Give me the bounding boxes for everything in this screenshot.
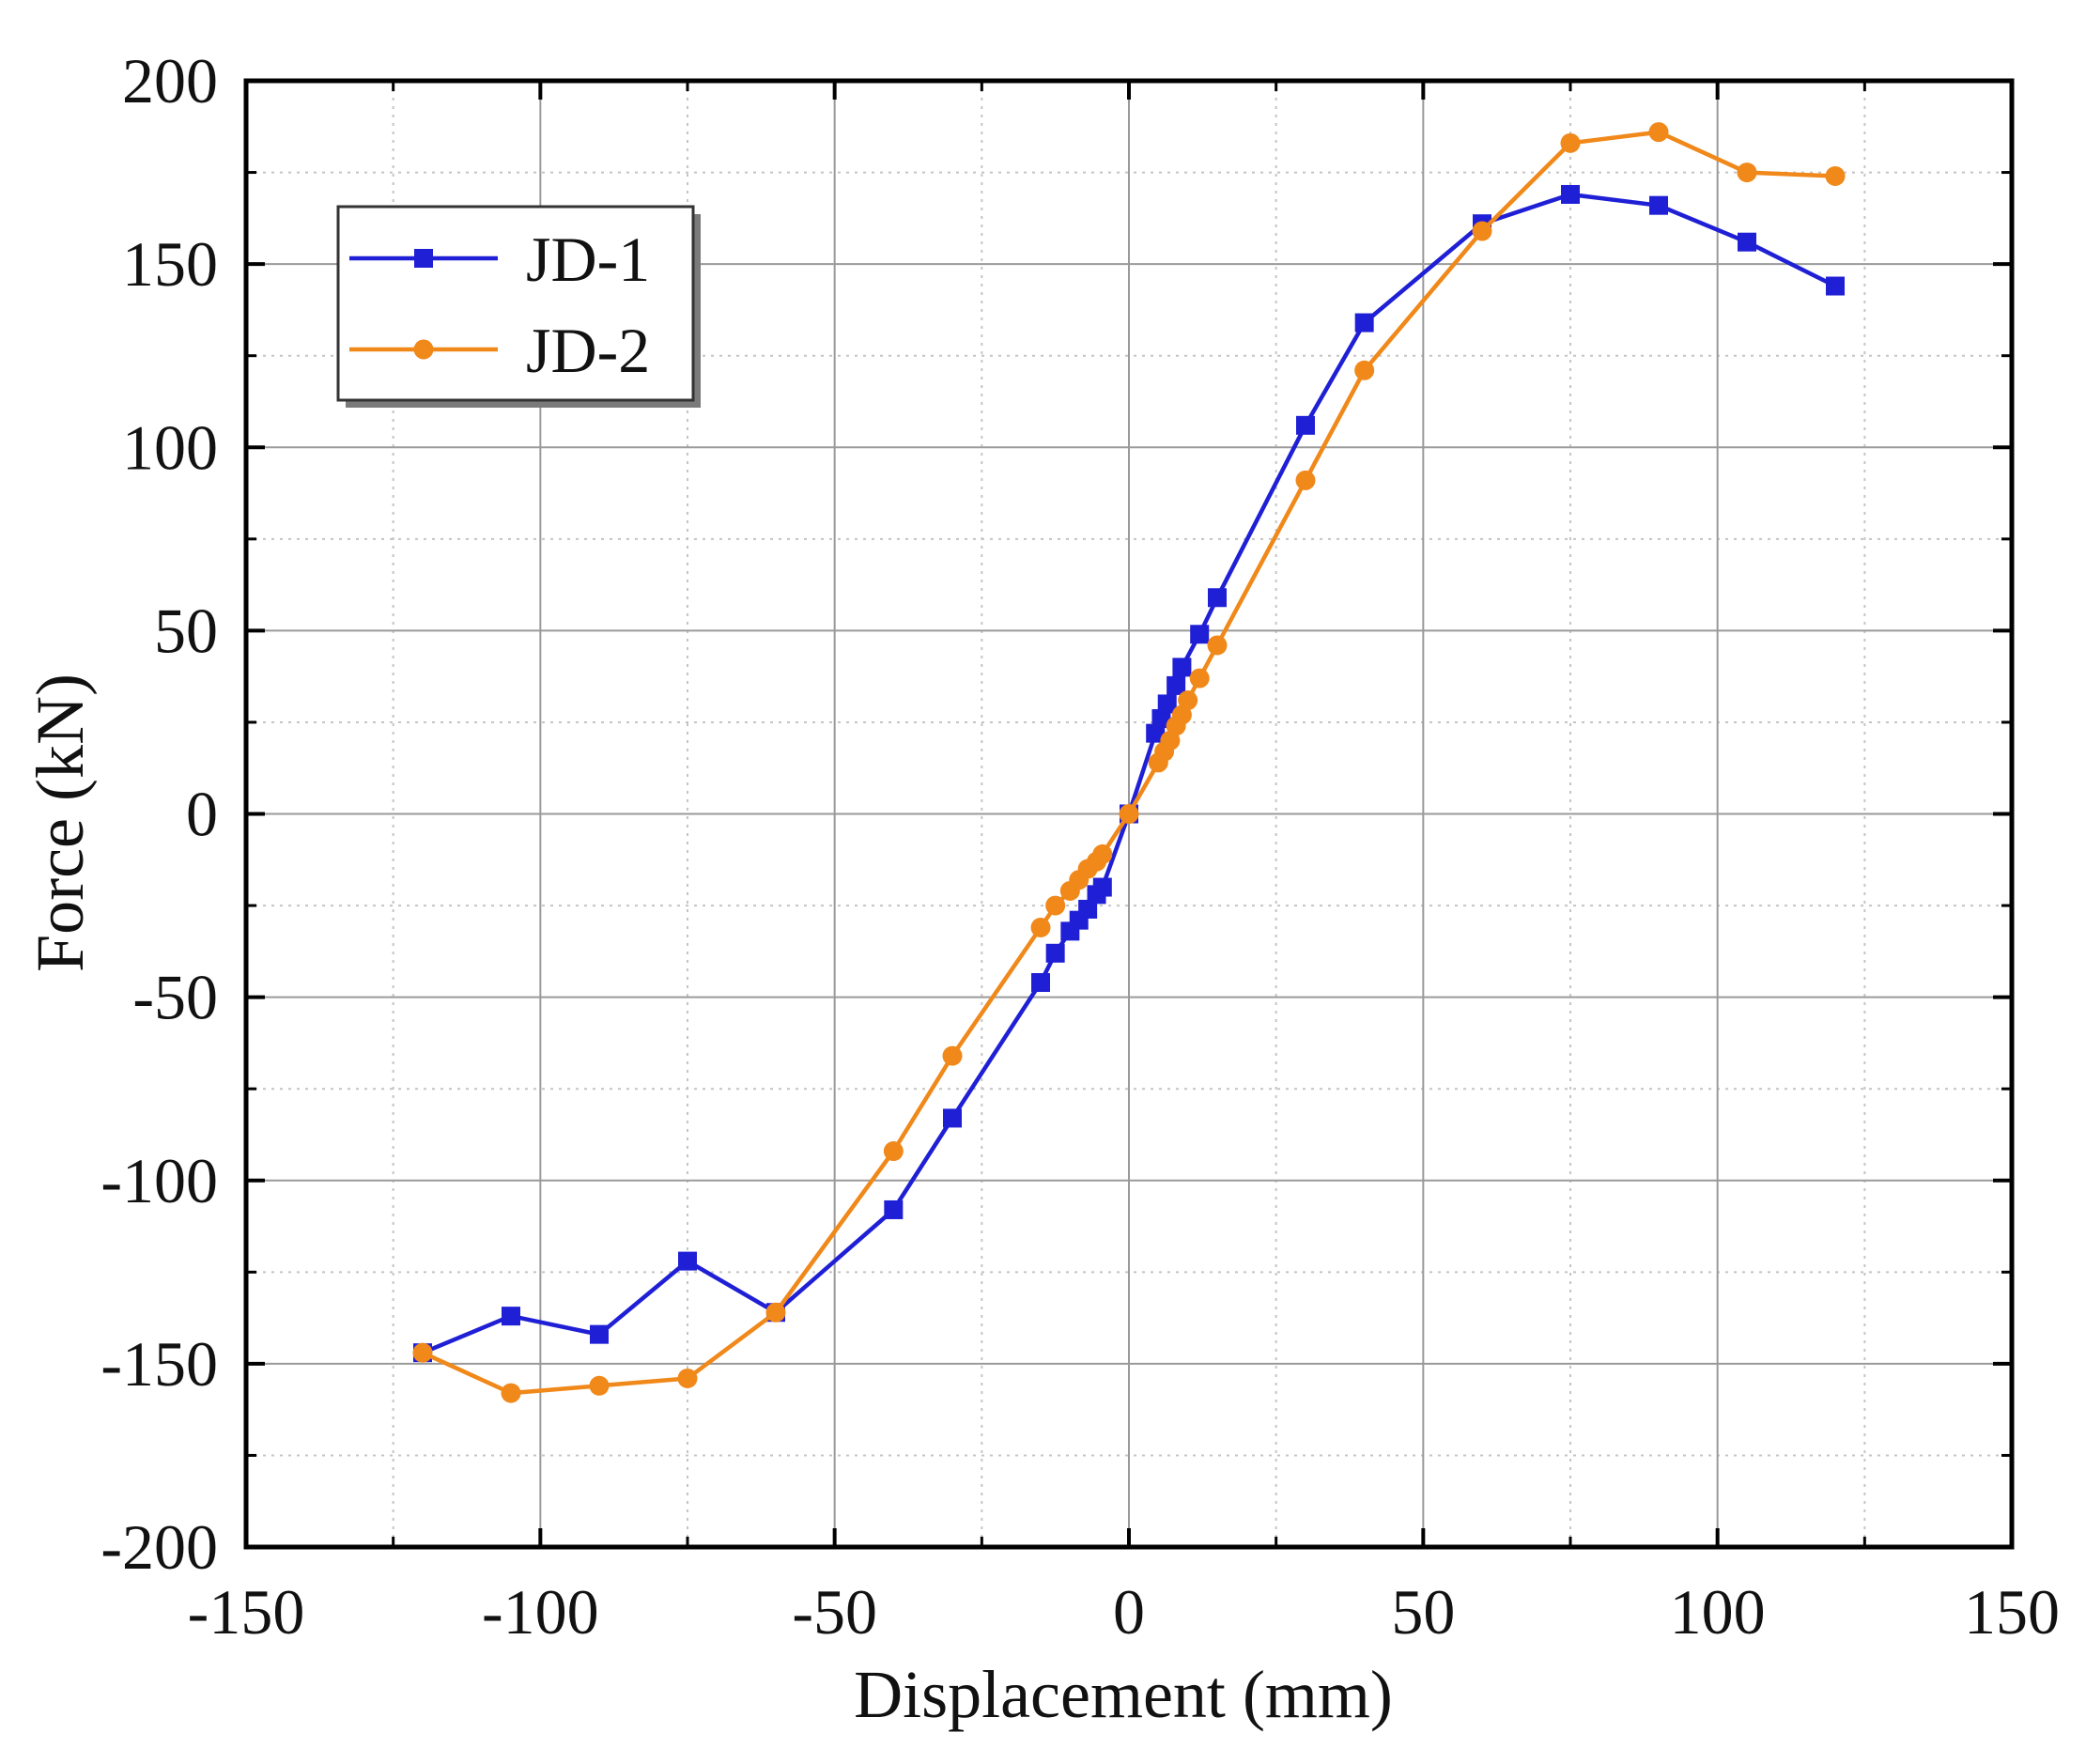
- data-point-jd-2: [1354, 360, 1375, 380]
- y-tick-label: -50: [132, 962, 218, 1033]
- series-layer: [412, 122, 1846, 1403]
- y-tick-label: 150: [122, 228, 218, 300]
- y-tick-label: 50: [154, 595, 218, 666]
- data-point-jd-2: [1119, 804, 1139, 824]
- series-jd-2: [412, 122, 1846, 1403]
- data-point-jd-2: [942, 1045, 963, 1066]
- data-point-jd-2: [1737, 162, 1757, 183]
- data-point-jd-2: [1030, 917, 1051, 937]
- data-point-jd-1: [1649, 195, 1668, 215]
- data-point-jd-1: [1561, 184, 1580, 204]
- data-point-jd-1: [1167, 675, 1186, 695]
- data-point-jd-1: [1172, 658, 1192, 677]
- y-tick-label: 100: [122, 411, 218, 483]
- legend-label-jd-2: JD-2: [526, 315, 650, 386]
- data-point-jd-1: [1738, 232, 1756, 252]
- data-point-jd-1: [1078, 899, 1098, 919]
- data-point-jd-1: [1354, 313, 1374, 333]
- legend-box: [336, 205, 695, 402]
- data-point-jd-2: [677, 1368, 698, 1388]
- grid-layer: [246, 81, 2012, 1547]
- axes-layer: -150 -100 -50 0 50 100 150-200-150-100-5005010…: [100, 45, 2060, 1648]
- data-point-jd-1: [590, 1324, 609, 1344]
- data-point-jd-1: [1208, 588, 1227, 608]
- data-point-jd-2: [589, 1375, 610, 1396]
- legend-label-jd-1: JD-1: [526, 224, 650, 295]
- legend-marker-jd-1: [414, 249, 433, 268]
- x-tick-label: -100: [482, 1576, 599, 1648]
- series-line-jd-2: [422, 130, 1836, 1396]
- x-tick-label: -150: [188, 1576, 305, 1648]
- data-point-jd-2: [883, 1141, 904, 1162]
- data-point-jd-1: [1045, 943, 1065, 963]
- y-tick-label: -200: [100, 1511, 218, 1583]
- data-point-jd-1: [1092, 877, 1112, 897]
- data-point-jd-1: [884, 1199, 904, 1219]
- legend-marker-jd-2: [413, 339, 434, 360]
- data-point-jd-2: [1825, 165, 1846, 186]
- data-point-jd-2: [1472, 221, 1492, 241]
- data-point-jd-2: [1045, 895, 1066, 916]
- data-point-jd-1: [502, 1307, 520, 1326]
- data-point-jd-2: [765, 1302, 786, 1323]
- x-tick-label: -50: [792, 1576, 877, 1648]
- data-point-jd-1: [1146, 723, 1166, 743]
- data-point-jd-2: [501, 1383, 521, 1403]
- y-axis-label: Force (kN): [23, 673, 98, 972]
- x-tick-label: 100: [1670, 1576, 1766, 1648]
- data-point-jd-2: [1189, 668, 1210, 689]
- data-point-jd-1: [1151, 709, 1171, 729]
- data-point-jd-1: [1190, 625, 1210, 644]
- data-point-jd-2: [1560, 132, 1581, 153]
- data-point-jd-1: [1826, 276, 1845, 296]
- data-point-jd-1: [678, 1251, 697, 1271]
- data-point-jd-2: [1295, 470, 1316, 490]
- y-tick-label: -100: [100, 1145, 218, 1216]
- x-tick-label: 50: [1391, 1576, 1455, 1648]
- y-tick-label: 200: [122, 45, 218, 116]
- data-point-jd-2: [1092, 843, 1113, 864]
- data-point-jd-1: [1296, 415, 1315, 435]
- x-tick-label: 0: [1113, 1576, 1145, 1648]
- x-axis-label: Displacement (mm): [854, 1657, 1393, 1732]
- x-tick-label: 150: [1964, 1576, 2060, 1648]
- data-point-jd-1: [1157, 694, 1177, 714]
- data-point-jd-1: [1031, 973, 1050, 993]
- data-point-jd-2: [412, 1342, 433, 1363]
- data-point-jd-1: [943, 1108, 962, 1128]
- legend: JD-1 JD-2: [336, 205, 701, 408]
- y-tick-label: -150: [100, 1328, 218, 1400]
- data-point-jd-2: [1207, 635, 1228, 656]
- data-point-jd-2: [1178, 690, 1198, 711]
- data-point-jd-2: [1648, 122, 1669, 143]
- y-tick-label: 0: [186, 779, 218, 850]
